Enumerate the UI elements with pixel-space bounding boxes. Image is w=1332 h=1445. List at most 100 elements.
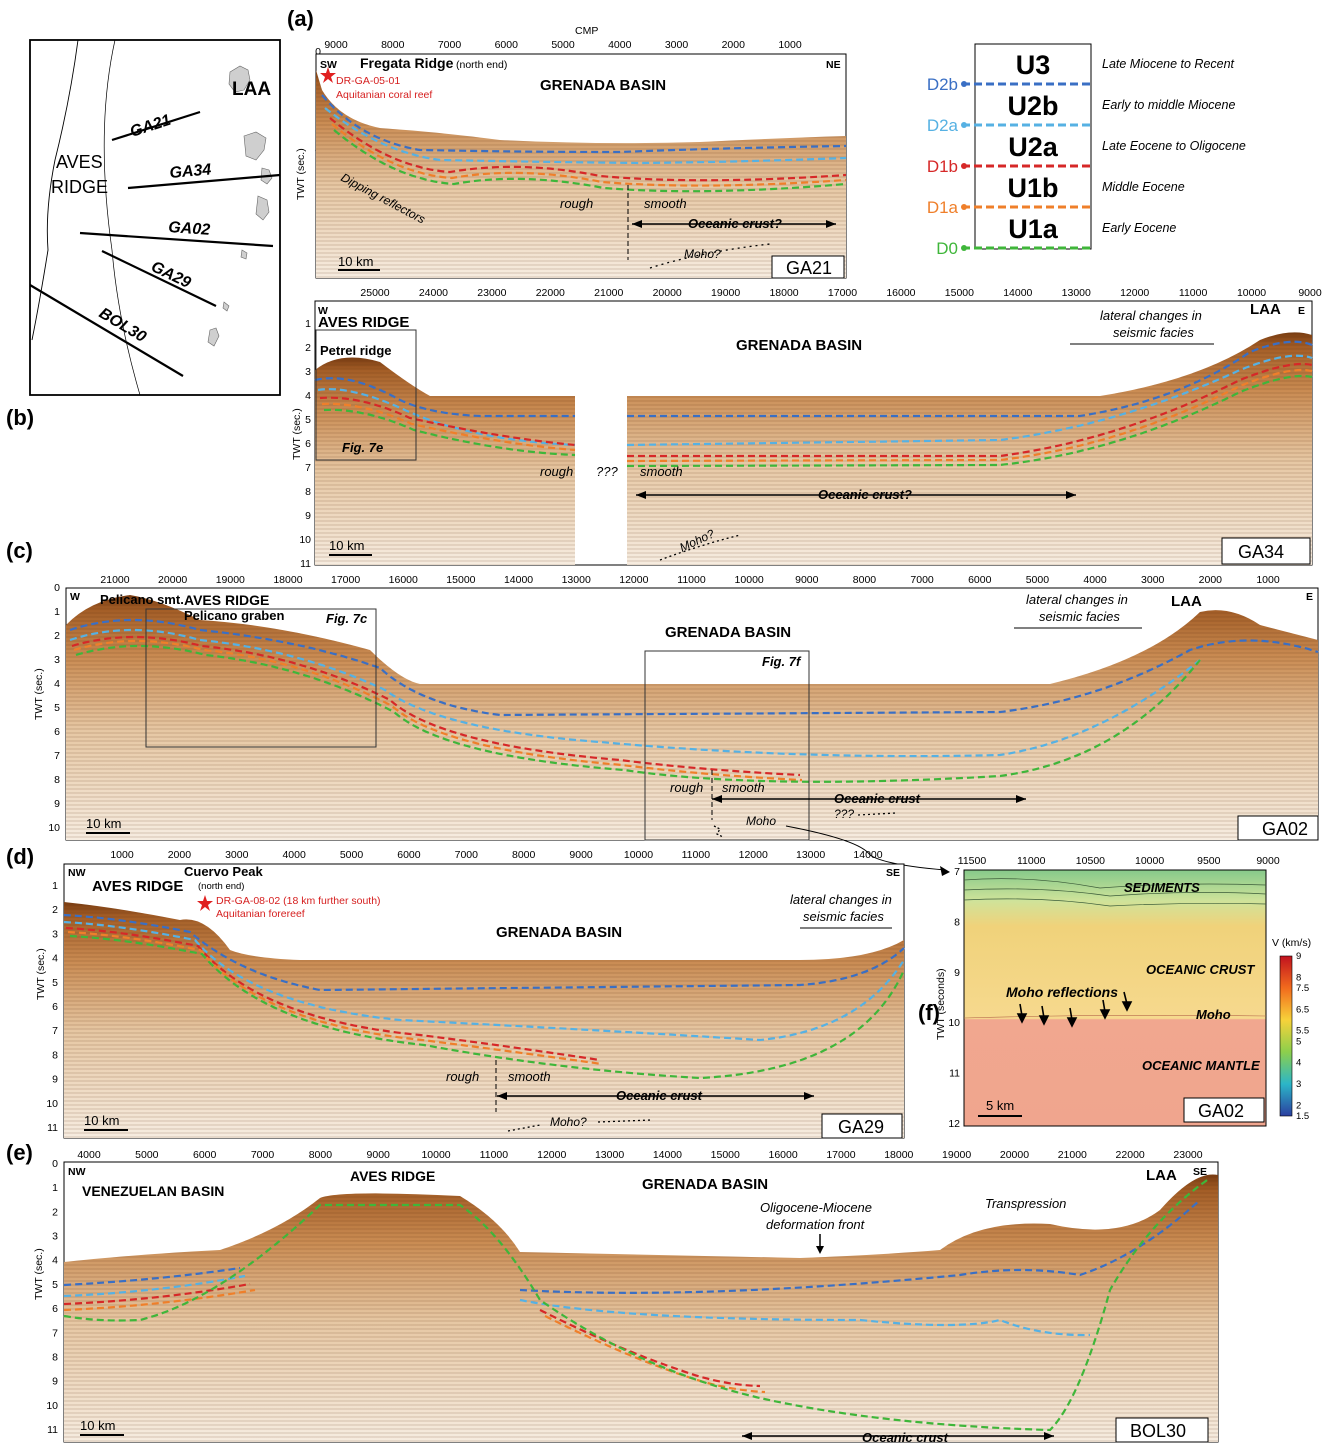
panel-c-fig-c: Fig. 7c [326,611,368,626]
panel-a-fregata: Fregata Ridge [360,55,454,71]
panel-label-a: (a) [287,6,314,31]
panel-c-cmp-tick: 12000 [619,574,648,586]
colorbar-tick: 5.5 [1296,1026,1309,1037]
panel-f-velocity: (f) 11500 11000 10500 10000 9500 9000 7 8 9 10 11… [918,855,1311,1130]
panel-e-cmp-tick: 14000 [653,1149,682,1161]
panel-ga34-twt-tick: 6 [305,438,311,450]
panel-e-twt-tick: 7 [52,1327,58,1339]
panel-d-line-name: GA29 [838,1117,884,1137]
panel-ga34-twt-tick: 9 [305,510,311,522]
panel-ga34-cmp-ticks: 25000 24000 23000 22000 21000 20000 19000 18000… [360,287,1321,299]
panel-ga34-cmp-tick: 23000 [477,287,506,299]
horizon-legend: D2b U3 Late Miocene to Recent D2a U2b Early t… [927,43,1246,258]
panel-ga34-lateral1: lateral changes in [1100,308,1202,323]
colorbar-tick: 6.5 [1296,1004,1309,1015]
panel-c-cmp-tick: 16000 [389,574,418,586]
panel-f-cmp-tick: 11000 [1017,855,1046,867]
panel-d-twt-tick: 11 [47,1122,58,1134]
panel-e-front1: Oligocene-Miocene [760,1200,872,1215]
colorbar-tick: 4 [1296,1058,1301,1069]
panel-c-cmp-tick: 6000 [968,574,992,586]
colorbar-tick: 3 [1296,1079,1301,1090]
panel-ga34-cmp-tick: 20000 [653,287,682,299]
panel-label-c: (c) [6,538,33,563]
panel-e-crust: Oceanic crust [862,1430,949,1445]
panel-e-cmp-tick: 23000 [1173,1149,1202,1161]
panel-c-cmp-tick: 8000 [853,574,877,586]
panel-c-cmp-tick: 13000 [562,574,591,586]
panel-d-rough: rough [446,1069,479,1084]
panel-f-line-name: GA02 [1198,1101,1244,1121]
panel-c-fig-f: Fig. 7f [762,654,802,669]
panel-a-twt-tick: 0 [315,46,321,58]
panel-e-line-name: BOL30 [1130,1421,1186,1441]
panel-d-cmp-tick: 1000 [110,849,134,861]
legend-dot-icon [961,204,967,210]
panel-d-cmp-tick: 11000 [682,849,711,861]
panel-f-twt-ticks: 7 8 9 10 11 12 [948,866,960,1130]
panel-a-ne: NE [826,59,841,71]
panel-a-moho: Moho? [684,247,721,261]
panel-f-cmp-ticks: 11500 11000 10500 10000 9500 9000 [958,855,1280,867]
panel-d-se: SE [886,867,900,879]
panel-ga34-crust: Oceanic crust? [818,487,912,502]
panel-f-cbar-title: V (km/s) [1272,937,1311,949]
legend-unit-U3: U3 [1016,50,1051,80]
panel-c-ylabel: TWT (sec.) [33,668,45,720]
panel-e-cmp-tick: 16000 [769,1149,798,1161]
panel-ga34-cmp-tick: 11000 [1179,287,1208,299]
panel-c-twt-tick: 5 [54,702,60,714]
panel-a-cmp-tick: 5000 [551,39,575,51]
panel-a-smooth: smooth [644,196,687,211]
panel-ga34-twt-tick: 3 [305,366,311,378]
legend-age-U2a: Late Eocene to Oligocene [1102,139,1246,153]
panel-f-cmp-tick: 10500 [1076,855,1105,867]
panel-a-ga21: (a) CMP 9000 8000 7000 6000 5000 4000 3000 2000… [287,6,847,279]
panel-ga34-cmp-tick: 19000 [711,287,740,299]
panel-e-twt-tick: 1 [52,1182,58,1194]
panel-d-sample: DR-GA-08-02 (18 km further south) [216,895,381,907]
panel-c-unk: ??? [834,807,854,821]
panel-d-cmp-tick: 2000 [168,849,192,861]
panel-e-ridge: AVES RIDGE [350,1168,435,1184]
panel-c-cmp-tick: 11000 [677,574,706,586]
panel-ga34-twt-tick: 4 [305,390,311,402]
legend-age-U1b: Middle Eocene [1102,180,1185,194]
panel-c-twt-tick: 2 [54,630,60,642]
panel-ga34-line-name: GA34 [1238,542,1284,562]
panel-e-twt-tick: 10 [46,1400,58,1412]
panel-c-ridge: AVES RIDGE [184,592,269,608]
panel-f-twt-tick: 10 [948,1017,960,1029]
colorbar-tick: 1.5 [1296,1111,1309,1122]
panel-ga34-petrel: Petrel ridge [320,343,392,358]
panel-c-smooth: smooth [722,780,765,795]
panel-c-lateral1: lateral changes in [1026,592,1128,607]
panel-d-cuervo: Cuervo Peak [184,864,264,879]
panel-e-cmp-ticks: 4000 5000 6000 7000 8000 9000 10000 11000 12000 1… [77,1149,1202,1161]
panel-d-smooth: smooth [508,1069,551,1084]
panel-d-nw: NW [68,867,86,879]
panel-ga34-lateral2: seismic facies [1113,325,1194,340]
panel-e-nw: NW [68,1166,86,1178]
panel-f-cmp-tick: 10000 [1135,855,1164,867]
panel-c-line-name: GA02 [1262,819,1308,839]
panel-e-twt-ticks: 0 1 2 3 4 5 6 7 8 9 10 11 [46,1158,58,1436]
panel-d-cuervo-note: (north end) [198,881,244,892]
panel-f-twt-tick: 9 [954,967,960,979]
legend-unit-U2a: U2a [1008,132,1059,162]
panel-ga34-cmp-tick: 9000 [1298,287,1322,299]
velocity-colorbar-ticks: 9 87.5 6.5 5.55 4 3 21.5 [1296,951,1309,1122]
panel-ga34-twt-tick: 10 [299,534,311,546]
panel-a-cmp-tick: 6000 [495,39,519,51]
panel-e-cmp-tick: 9000 [367,1149,391,1161]
panel-c-cmp-tick: 1000 [1256,574,1280,586]
panel-ga34-cmp-tick: 13000 [1062,287,1091,299]
colorbar-tick: 5 [1296,1036,1301,1047]
panel-d-cmp-tick: 7000 [455,849,479,861]
panel-d-lateral1: lateral changes in [790,892,892,907]
panel-c-graben: Pelicano graben [184,608,284,623]
legend-dot-icon [961,122,967,128]
panel-a-sample: DR-GA-05-01 [336,75,400,87]
panel-f-twt-tick: 11 [949,1068,960,1080]
panel-c-cmp-tick: 17000 [331,574,360,586]
